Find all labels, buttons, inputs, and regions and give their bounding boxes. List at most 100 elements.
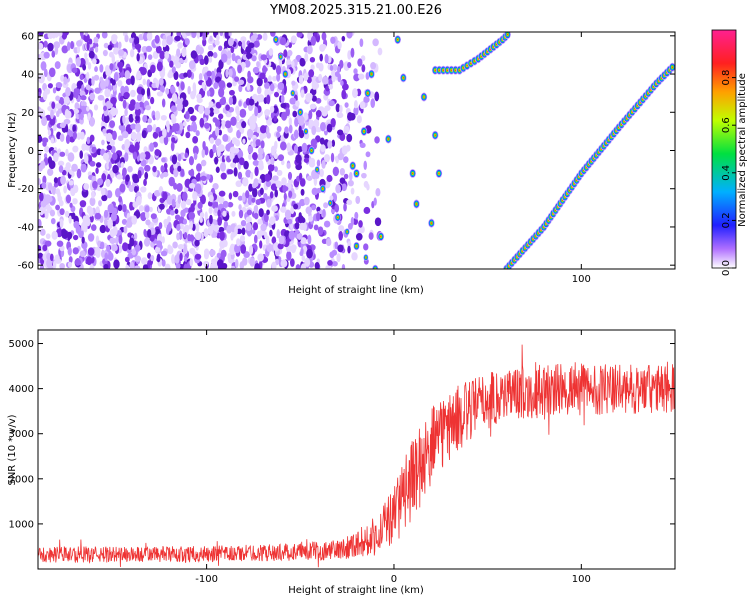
noise-blob bbox=[232, 190, 239, 198]
noise-blob bbox=[229, 146, 236, 154]
noise-blob bbox=[328, 100, 335, 107]
noise-blob bbox=[83, 154, 89, 164]
noise-blob bbox=[124, 34, 129, 43]
noise-blob bbox=[47, 182, 53, 191]
noise-blob bbox=[208, 56, 213, 63]
noise-blob bbox=[252, 152, 258, 161]
noise-blob bbox=[215, 166, 220, 173]
noise-blob bbox=[68, 256, 73, 264]
noise-blob bbox=[286, 59, 292, 65]
noise-blob bbox=[140, 257, 148, 265]
noise-blob bbox=[175, 263, 181, 269]
echo-blob bbox=[499, 41, 500, 43]
noise-blob bbox=[292, 110, 298, 118]
noise-blob bbox=[156, 91, 164, 97]
echo-blob bbox=[490, 48, 491, 50]
noise-blob bbox=[353, 68, 358, 75]
noise-blob bbox=[58, 165, 64, 173]
noise-blob bbox=[363, 160, 367, 171]
echo-blob bbox=[438, 172, 440, 174]
noise-blob bbox=[337, 65, 341, 73]
noise-blob bbox=[218, 226, 225, 233]
noise-blob bbox=[157, 233, 162, 240]
noise-blob bbox=[320, 121, 326, 132]
noise-blob bbox=[156, 253, 161, 263]
noise-blob bbox=[152, 50, 159, 60]
noise-blob bbox=[354, 211, 359, 220]
noise-blob bbox=[280, 94, 285, 104]
noise-blob bbox=[323, 154, 331, 163]
noise-blob bbox=[43, 153, 48, 159]
noise-blob bbox=[232, 80, 237, 87]
noise-blob bbox=[214, 156, 219, 165]
noise-blob bbox=[84, 32, 89, 37]
noise-blob bbox=[336, 129, 344, 136]
noise-blob bbox=[117, 80, 123, 87]
noise-blob bbox=[137, 170, 142, 179]
noise-blob bbox=[133, 36, 140, 46]
noise-blob bbox=[94, 212, 102, 220]
noise-blob bbox=[305, 206, 313, 215]
noise-blob bbox=[296, 232, 303, 240]
noise-blob bbox=[199, 117, 205, 128]
noise-blob bbox=[183, 263, 189, 269]
noise-blob bbox=[302, 245, 308, 255]
noise-blob bbox=[160, 114, 167, 121]
noise-blob bbox=[303, 157, 309, 163]
noise-blob bbox=[144, 164, 151, 172]
noise-blob bbox=[250, 35, 257, 42]
noise-blob bbox=[273, 153, 278, 160]
noise-blob bbox=[213, 224, 220, 232]
noise-blob bbox=[360, 55, 366, 62]
noise-blob bbox=[184, 38, 190, 46]
noise-blob bbox=[87, 247, 95, 256]
noise-blob bbox=[240, 219, 247, 227]
echo-blob bbox=[642, 98, 644, 100]
noise-blob bbox=[167, 71, 174, 79]
echo-blob bbox=[371, 73, 372, 75]
echo-blob bbox=[621, 123, 622, 125]
colorbar-tick-label: 0.0 bbox=[721, 260, 732, 276]
echo-blob bbox=[434, 134, 436, 136]
noise-blob bbox=[269, 105, 275, 113]
noise-blob bbox=[258, 208, 264, 218]
noise-blob bbox=[171, 93, 178, 103]
noise-blob bbox=[125, 264, 130, 269]
noise-blob bbox=[209, 35, 213, 42]
noise-blob bbox=[363, 96, 370, 103]
echo-blob bbox=[402, 77, 404, 79]
noise-blob bbox=[188, 169, 193, 176]
echo-blob bbox=[356, 245, 357, 247]
noise-blob bbox=[38, 32, 44, 36]
echo-blob bbox=[487, 51, 488, 53]
noise-blob bbox=[161, 259, 166, 267]
noise-blob bbox=[109, 228, 116, 238]
noise-blob bbox=[256, 77, 263, 87]
noise-blob bbox=[110, 212, 117, 222]
noise-blob bbox=[185, 199, 192, 206]
noise-blob bbox=[63, 96, 70, 104]
noise-blob bbox=[75, 57, 81, 67]
noise-blob bbox=[97, 178, 104, 186]
noise-blob bbox=[150, 254, 155, 262]
noise-blob bbox=[218, 87, 225, 98]
noise-blob bbox=[61, 169, 67, 176]
noise-blob bbox=[230, 46, 235, 54]
noise-blob bbox=[257, 253, 264, 262]
noise-blob bbox=[222, 134, 229, 142]
noise-blob bbox=[134, 255, 142, 262]
noise-blob bbox=[219, 161, 226, 172]
noise-blob bbox=[342, 83, 349, 91]
noise-blob bbox=[239, 235, 246, 242]
noise-blob bbox=[194, 183, 202, 193]
noise-blob bbox=[160, 250, 168, 257]
noise-blob bbox=[251, 197, 256, 203]
noise-blob bbox=[208, 101, 214, 107]
noise-blob bbox=[114, 187, 121, 198]
noise-blob bbox=[350, 47, 355, 58]
noise-blob bbox=[152, 131, 159, 139]
noise-blob bbox=[241, 227, 246, 236]
noise-blob bbox=[80, 163, 87, 173]
noise-blob bbox=[103, 42, 109, 49]
noise-blob bbox=[57, 32, 63, 37]
